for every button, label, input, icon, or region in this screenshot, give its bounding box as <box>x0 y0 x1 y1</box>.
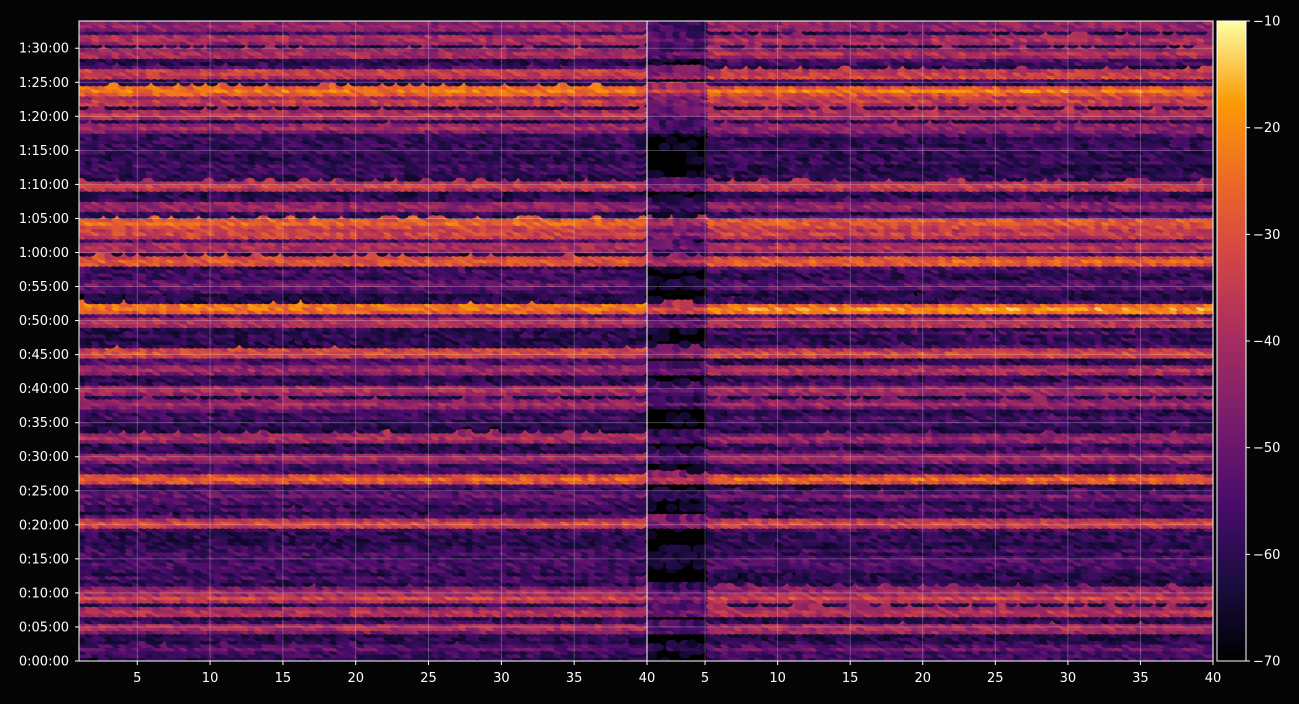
heatmap-panel-left <box>77 17 647 665</box>
